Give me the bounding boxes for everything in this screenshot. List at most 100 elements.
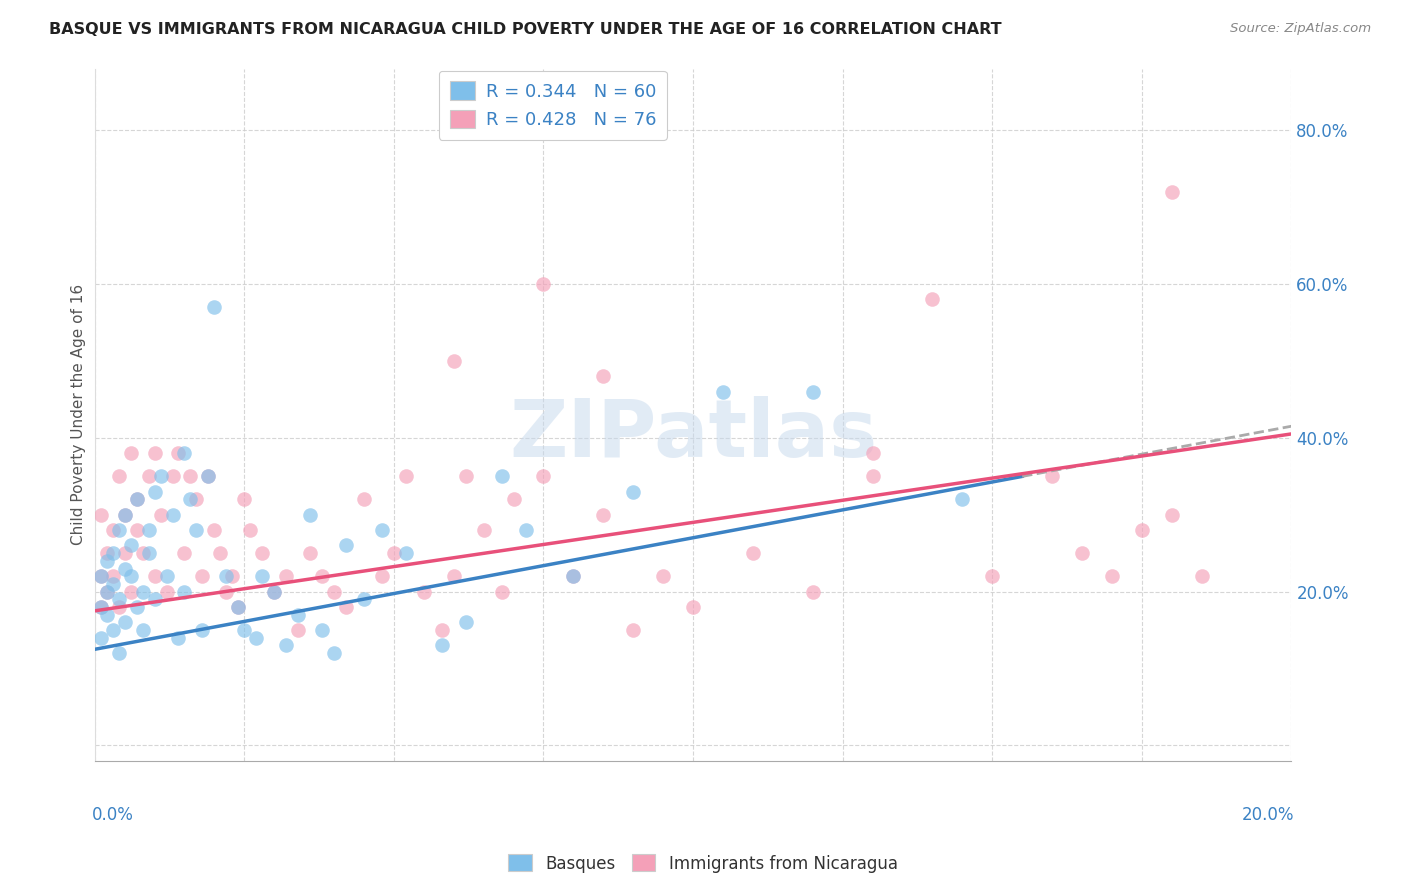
Point [191,569,214,583]
Point [491,469,513,483]
Point [114,561,136,575]
Point [263,584,285,599]
Point [90,569,112,583]
Point [621,623,644,637]
Point [173,446,195,460]
Point [143,484,166,499]
Point [228,599,250,614]
Point [371,523,394,537]
Point [311,623,333,637]
Point [382,546,405,560]
Point [125,599,148,614]
Point [299,508,322,522]
Point [96,546,118,560]
Point [862,446,884,460]
Text: ZIPatlas: ZIPatlas [509,396,877,475]
Point [371,569,394,583]
Point [239,523,262,537]
Point [592,508,614,522]
Point [652,569,675,583]
Point [1160,185,1182,199]
Point [862,469,884,483]
Text: 0.0%: 0.0% [93,805,134,824]
Point [149,469,172,483]
Point [711,384,734,399]
Point [682,599,704,614]
Point [125,523,148,537]
Point [138,469,160,483]
Point [215,569,238,583]
Point [395,469,418,483]
Point [120,584,142,599]
Text: BASQUE VS IMMIGRANTS FROM NICARAGUA CHILD POVERTY UNDER THE AGE OF 16 CORRELATIO: BASQUE VS IMMIGRANTS FROM NICARAGUA CHIL… [49,22,1002,37]
Point [562,569,585,583]
Point [179,492,201,507]
Point [443,354,465,368]
Point [228,599,250,614]
Point [191,623,214,637]
Point [125,492,148,507]
Point [395,546,418,560]
Point [107,646,129,660]
Point [323,646,346,660]
Point [202,523,225,537]
Point [252,546,274,560]
Point [1101,569,1123,583]
Point [430,639,453,653]
Point [323,584,346,599]
Point [252,569,274,583]
Point [173,546,195,560]
Point [197,469,219,483]
Point [120,569,142,583]
Point [335,538,357,552]
Point [233,623,256,637]
Text: Source: ZipAtlas.com: Source: ZipAtlas.com [1230,22,1371,36]
Point [96,584,118,599]
Point [101,523,124,537]
Point [131,546,153,560]
Point [562,569,585,583]
Point [90,508,112,522]
Legend: R = 0.344   N = 60, R = 0.428   N = 76: R = 0.344 N = 60, R = 0.428 N = 76 [439,70,666,140]
Point [491,584,513,599]
Point [125,492,148,507]
Point [276,639,298,653]
Point [1040,469,1063,483]
Point [801,584,824,599]
Point [801,384,824,399]
Point [96,607,118,622]
Point [179,469,201,483]
Point [412,584,434,599]
Point [96,584,118,599]
Point [131,584,153,599]
Point [114,546,136,560]
Point [209,546,232,560]
Point [276,569,298,583]
Point [592,369,614,384]
Point [90,569,112,583]
Point [921,293,943,307]
Point [454,469,477,483]
Point [981,569,1004,583]
Point [287,607,309,622]
Text: 20.0%: 20.0% [1241,805,1294,824]
Point [502,492,524,507]
Point [114,508,136,522]
Point [202,300,225,314]
Point [143,446,166,460]
Point [101,569,124,583]
Point [533,277,555,291]
Point [107,523,129,537]
Point [101,577,124,591]
Point [155,569,177,583]
Point [515,523,537,537]
Point [197,469,219,483]
Point [233,492,256,507]
Point [167,631,190,645]
Point [107,599,129,614]
Point [430,623,453,637]
Point [90,599,112,614]
Point [299,546,322,560]
Point [245,631,267,645]
Point [155,584,177,599]
